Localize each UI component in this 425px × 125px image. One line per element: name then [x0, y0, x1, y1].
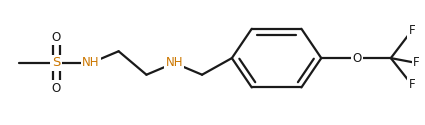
Text: NH: NH	[82, 56, 99, 70]
Text: O: O	[51, 82, 61, 95]
Text: F: F	[408, 78, 415, 91]
Text: O: O	[352, 52, 362, 65]
Text: F: F	[408, 24, 415, 37]
Text: F: F	[414, 56, 420, 70]
Text: O: O	[51, 31, 61, 44]
Text: S: S	[52, 56, 60, 70]
Text: NH: NH	[165, 56, 183, 70]
